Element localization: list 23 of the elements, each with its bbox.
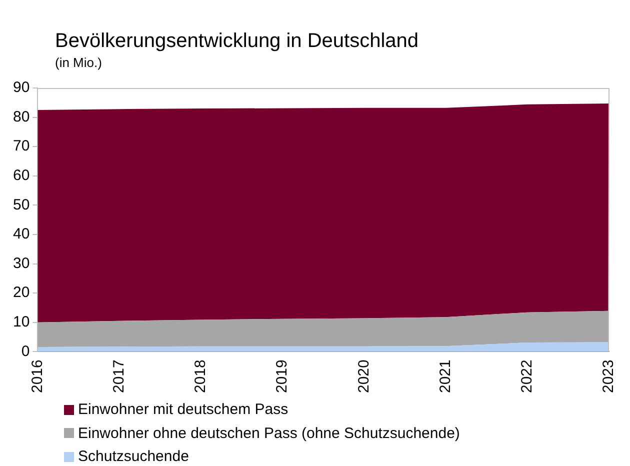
legend-label: Einwohner ohne deutschen Pass (ohne Schutzsuchende) — [78, 424, 460, 442]
y-tick-label: 90 — [12, 79, 30, 96]
x-tick-label: 2022 — [518, 360, 536, 394]
y-tick-label: 80 — [12, 108, 30, 126]
x-tick-label: 2017 — [110, 360, 128, 394]
x-tick-label: 2021 — [436, 360, 454, 394]
y-tick-label: 0 — [21, 342, 30, 360]
y-tick-label: 10 — [12, 313, 30, 330]
x-tick-label: 2019 — [274, 360, 291, 394]
x-tick-label: 2018 — [192, 360, 210, 394]
y-tick-label: 70 — [12, 138, 30, 155]
y-tick-label: 30 — [12, 254, 30, 272]
y-tick-label: 20 — [12, 284, 30, 302]
x-tick-label: 2020 — [355, 360, 372, 394]
chart-subtitle: (in Mio.) — [55, 55, 102, 70]
y-tick-label: 50 — [12, 196, 30, 214]
legend-label: Schutzsuchende — [78, 448, 189, 466]
x-tick-label: 2023 — [600, 360, 618, 394]
chart-title: Bevölkerungsentwicklung in Deutschland — [55, 30, 419, 53]
y-tick-label: 40 — [12, 226, 30, 243]
legend-label: Einwohner mit deutschem Pass — [78, 401, 288, 418]
x-tick-label: 2016 — [28, 360, 46, 394]
y-tick-label: 60 — [12, 167, 30, 184]
